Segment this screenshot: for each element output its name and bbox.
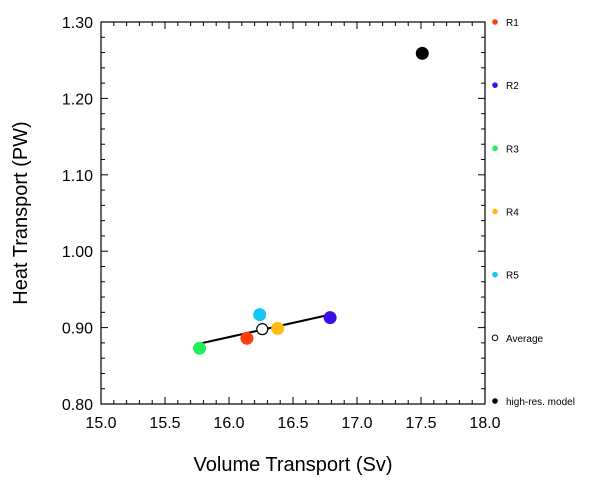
x-tick-label: 17.5	[405, 415, 436, 432]
point-r1	[240, 331, 254, 345]
point-r4	[271, 321, 285, 335]
legend: R1 R2 R3 R4 R5 Average high-res. model	[491, 18, 575, 408]
point-high-res-model	[415, 46, 429, 60]
legend-label-average: Average	[506, 334, 544, 345]
point-r3	[193, 341, 207, 355]
plot-marks	[193, 46, 429, 355]
y-tick-label: 1.00	[62, 244, 93, 261]
x-tick-label: 17.0	[341, 415, 372, 432]
y-axis: 0.80 0.90 1.00 1.10 1.20 1.30	[62, 15, 485, 414]
point-r2	[323, 311, 337, 325]
y-axis-title: Heat Transport (PW)	[10, 121, 32, 304]
y-tick-label: 0.90	[62, 321, 93, 338]
point-average	[256, 323, 269, 336]
x-axis-title: Volume Transport (Sv)	[194, 454, 393, 476]
legend-label-high-res-model: high-res. model	[506, 397, 575, 408]
legend-label-r5: R5	[506, 271, 519, 282]
point-r5	[253, 308, 267, 322]
y-tick-label: 1.10	[62, 168, 93, 185]
y-tick-label: 0.80	[62, 397, 93, 414]
legend-marker-r4	[492, 208, 498, 215]
x-tick-label: 18.0	[469, 415, 500, 432]
legend-label-r4: R4	[506, 208, 519, 219]
x-tick-label: 16.0	[213, 415, 244, 432]
legend-marker-r3	[492, 145, 498, 152]
x-tick-label: 15.0	[85, 415, 116, 432]
legend-marker-average	[491, 334, 499, 342]
legend-marker-r2	[492, 82, 498, 88]
legend-label-r3: R3	[506, 144, 519, 155]
legend-marker-high-res-model	[492, 398, 498, 404]
legend-label-r1: R1	[506, 18, 519, 29]
plot-area	[100, 21, 486, 405]
x-tick-label: 16.5	[277, 415, 308, 432]
legend-marker-r5	[492, 271, 498, 278]
y-tick-label: 1.20	[62, 91, 93, 108]
x-axis: 15.0 15.5 16.0 16.5 17.0 17.5 18.0	[85, 22, 501, 432]
legend-marker-r1	[492, 19, 498, 25]
y-tick-label: 1.30	[62, 15, 93, 32]
legend-label-r2: R2	[506, 81, 519, 92]
x-tick-label: 15.5	[149, 415, 180, 432]
